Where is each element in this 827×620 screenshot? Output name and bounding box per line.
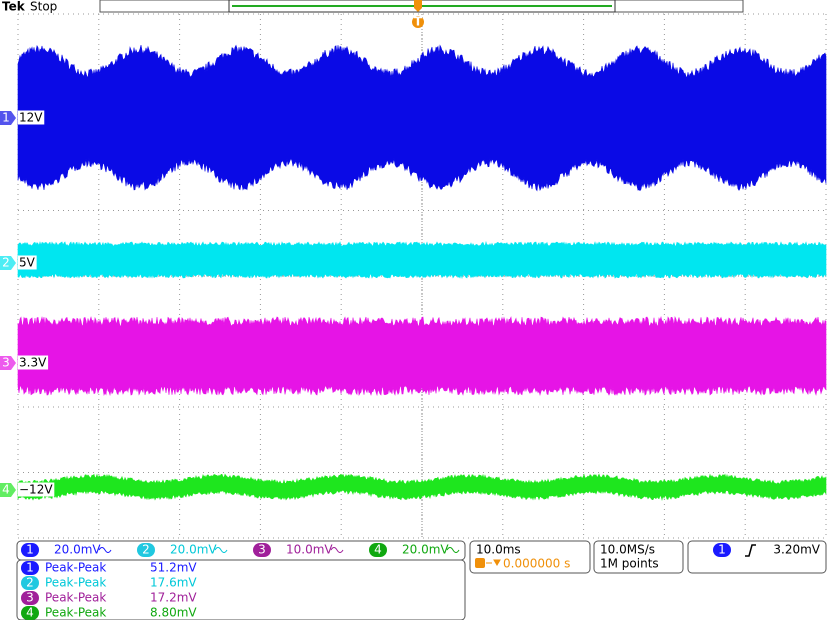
channel-badge-number: 3 [26, 591, 34, 605]
acquisition-status: Stop [30, 0, 57, 14]
sample-rate: 10.0MS/s [600, 543, 655, 557]
trigger-position: 0.000000 s [503, 557, 570, 571]
waveform [17, 240, 827, 280]
channel-marker [0, 256, 16, 270]
trigger-marker-bg [412, 16, 424, 28]
channel-label: 3.3V [19, 356, 47, 370]
measurement-name: Peak-Peak [45, 576, 106, 590]
waveform [17, 315, 827, 397]
channel-badge [21, 606, 39, 620]
channel-label-bg [18, 110, 45, 125]
channel-marker-number: 1 [2, 111, 10, 125]
channel-badge-number: 2 [142, 543, 150, 557]
channel-badge [713, 543, 731, 557]
bandwidth-icon [214, 547, 228, 553]
record-length: 1M points [600, 557, 659, 571]
channel-badge [369, 543, 387, 557]
bandwidth-icon [446, 547, 460, 553]
timebase-scale: 10.0ms [476, 543, 521, 557]
channel-marker-number: 4 [2, 483, 10, 497]
measurement-value: 51.2mV [150, 561, 197, 575]
trigger-marker: T [414, 15, 423, 29]
status-panels: 1 20.0mV 2 20.0mV 3 10.0mV 4 20.0mV 1 Peak-Peak 51… [16, 540, 827, 620]
channel-marker-number: 3 [2, 356, 10, 370]
panel [16, 559, 466, 620]
channel-badge-number: 1 [718, 543, 726, 557]
channel-label-bg [18, 482, 55, 497]
channel-badge [21, 576, 39, 590]
measurement-name: Peak-Peak [45, 591, 106, 605]
channel-badge [21, 543, 39, 557]
channel-marker-number: 2 [2, 256, 10, 270]
channel-scale: 10.0mV [286, 543, 333, 557]
waveforms [17, 44, 827, 501]
channel-scale: 20.0mV [170, 543, 217, 557]
measurement-value: 17.6mV [150, 576, 197, 590]
channel-label-bg [18, 355, 49, 370]
channel-badge-number: 4 [374, 543, 382, 557]
channel-label-bg [18, 255, 37, 270]
channel-marker [0, 111, 16, 125]
channel-badge [21, 591, 39, 605]
channel-badge [21, 561, 39, 575]
channel-marker [0, 356, 16, 370]
channel-label: 12V [19, 111, 43, 125]
trigger-level: 3.20mV [773, 543, 820, 557]
channel-badge-number: 3 [258, 543, 266, 557]
trigger-pos-icon [486, 559, 501, 566]
channel-marker [0, 483, 16, 497]
measurement-value: 17.2mV [150, 591, 197, 605]
trigger-pos-icon [414, 0, 422, 12]
brand: Tek [2, 0, 26, 14]
trigger-edge-icon [745, 544, 756, 557]
trigger-pos-icon [475, 558, 485, 568]
measurement-value: 8.80mV [150, 606, 197, 620]
waveform [17, 473, 827, 501]
channel-scale: 20.0mV [402, 543, 449, 557]
channel-scale: 20.0mV [54, 543, 101, 557]
channel-badge-number: 1 [26, 543, 34, 557]
channel-badge-number: 2 [26, 576, 34, 590]
channel-badge [137, 543, 155, 557]
panel [469, 540, 591, 574]
channel-badge-number: 1 [26, 561, 34, 575]
bandwidth-icon [330, 547, 344, 553]
measurement-name: Peak-Peak [45, 606, 106, 620]
measurement-name: Peak-Peak [45, 561, 106, 575]
channel-label: −12V [19, 483, 53, 497]
waveform [17, 44, 827, 192]
channel-badge-number: 4 [26, 606, 34, 620]
bandwidth-icon [98, 547, 112, 553]
channel-badge [253, 543, 271, 557]
channel-label: 5V [19, 256, 36, 270]
panel [593, 540, 684, 574]
